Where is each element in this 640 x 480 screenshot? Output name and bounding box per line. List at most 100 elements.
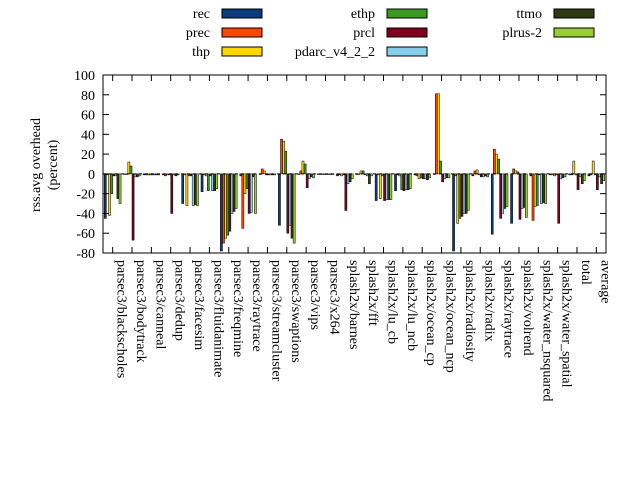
- x-tick-label-parsec3-dedup: parsec3/dedup: [172, 260, 187, 341]
- y-axis-label-line: (percent): [46, 139, 61, 190]
- bar-thp-splash2x-lu-cb: [379, 173, 382, 199]
- x-tick-label-splash2x-fft: splash2x/fft: [365, 260, 380, 326]
- bar-series-group: [104, 93, 605, 252]
- x-tick-label-parsec3-canneal: parsec3/canneal: [152, 260, 167, 349]
- bar-plrus-2-splash2x-radiosity: [466, 173, 470, 211]
- x-tick-label-parsec3-vips: parsec3/vips: [307, 260, 322, 330]
- bar-ttmo-parsec3-vips: [310, 173, 313, 178]
- bar-ttmo-splash2x-radix: [484, 173, 487, 177]
- bar-pdarc-v4-2-2-parsec3-dedup: [172, 173, 176, 176]
- bar-pdarc-v4-2-2-splash2x-water-spatial: [559, 173, 563, 180]
- bar-rec-splash2x-lu-cb: [374, 173, 378, 201]
- bar-plrus-2-parsec3-raytrace: [254, 173, 257, 214]
- bar-ttmo-parsec3-fluidanimate: [213, 173, 216, 191]
- bar-ttmo-splash2x-lu-ncb: [406, 173, 410, 190]
- bar-pdarc-v4-2-2-splash2x-barnes: [346, 173, 350, 185]
- bar-rec-parsec3-blackscholes: [104, 173, 107, 219]
- legend-label-ttmo: ttmo: [516, 7, 542, 22]
- bar-rec-splash2x-raytrace: [490, 173, 494, 235]
- legend-swatch-ethp: [386, 8, 428, 19]
- bar-thp-parsec3-blackscholes: [108, 173, 111, 216]
- bar-rec-parsec3-vips: [297, 173, 301, 175]
- bar-ttmo-parsec3-bodytrack: [135, 173, 139, 178]
- legend-label-pdarc-v4-2-2: pdarc_v4_2_2: [295, 45, 375, 60]
- bar-ethp-splash2x-ocean-cp: [419, 173, 423, 179]
- x-tick-label-parsec3-fluidanimate: parsec3/fluidanimate: [210, 260, 225, 377]
- x-tick-label-splash2x-radix: splash2x/radix: [481, 260, 496, 342]
- bar-prec-parsec3-fluidanimate: [202, 173, 206, 176]
- bar-thp-average: [591, 160, 595, 175]
- bar-pdarc-v4-2-2-splash2x-water-nsquared: [540, 173, 543, 204]
- bar-thp-parsec3-dedup: [166, 173, 169, 176]
- bar-ttmo-splash2x-ocean-cp: [426, 173, 429, 181]
- bar-prcl-parsec3-freqmine: [228, 173, 232, 232]
- legend-swatch-pdarc-v4-2-2: [386, 46, 428, 57]
- bar-ttmo-splash2x-lu-cb: [387, 173, 391, 200]
- bar-thp-parsec3-swaptions: [282, 141, 285, 175]
- bar-plrus-2-parsec3-fluidanimate: [215, 173, 219, 189]
- bar-ethp-splash2x-ocean-ncp: [439, 160, 442, 175]
- bar-thp-splash2x-barnes: [340, 173, 343, 177]
- bar-thp-splash2x-radiosity: [456, 173, 460, 224]
- bar-pdarc-v4-2-2-splash2x-radiosity: [462, 173, 466, 214]
- bar-prec-splash2x-water-nsquared: [531, 173, 535, 221]
- bar-prcl-average: [596, 173, 599, 190]
- legend-label-rec: rec: [193, 7, 210, 22]
- bar-plrus-2-parsec3-blackscholes: [118, 173, 122, 204]
- bar-rec-splash2x-radiosity: [452, 173, 455, 252]
- bar-pdarc-v4-2-2-splash2x-raytrace: [501, 173, 505, 214]
- bar-prec-splash2x-volrend: [512, 168, 515, 175]
- bar-ethp-parsec3-blackscholes: [110, 173, 113, 194]
- bar-ttmo-splash2x-ocean-ncp: [445, 173, 449, 179]
- y-tick-label: -60: [76, 227, 95, 242]
- bar-pdarc-v4-2-2-parsec3-facesim: [191, 173, 195, 206]
- x-tick-label-parsec3-raytrace: parsec3/raytrace: [249, 260, 264, 352]
- bar-ethp-splash2x-raytrace: [497, 158, 500, 175]
- bar-ttmo-splash2x-water-nsquared: [542, 173, 545, 203]
- legend-swatch-prec: [221, 27, 263, 38]
- x-tick-label-parsec3-streamcluster: parsec3/streamcluster: [268, 260, 283, 382]
- bar-prcl-parsec3-vips: [305, 173, 309, 188]
- bar-pdarc-v4-2-2-splash2x-lu-cb: [385, 173, 388, 200]
- y-tick-label: 60: [81, 109, 95, 124]
- bar-prcl-parsec3-dedup: [170, 173, 174, 214]
- x-tick-label-parsec3-bodytrack: parsec3/bodytrack: [133, 260, 148, 363]
- bar-prcl-splash2x-water-nsquared: [538, 173, 541, 176]
- bar-plrus-2-splash2x-raytrace: [505, 173, 509, 207]
- bar-thp-splash2x-ocean-ncp: [437, 93, 440, 175]
- bar-plrus-2-average: [602, 173, 605, 182]
- bar-prcl-splash2x-lu-ncb: [402, 173, 406, 191]
- bar-ethp-parsec3-raytrace: [245, 173, 249, 189]
- bar-ethp-parsec3-fluidanimate: [207, 173, 210, 191]
- bar-prcl-splash2x-ocean-cp: [421, 173, 425, 180]
- bar-plrus-2-splash2x-fft: [370, 173, 373, 177]
- bar-ttmo-parsec3-freqmine: [232, 173, 236, 212]
- bar-thp-splash2x-raytrace: [495, 153, 498, 175]
- bar-ttmo-parsec3-swaptions: [290, 173, 294, 239]
- plot-frame: [102, 74, 607, 254]
- bar-pdarc-v4-2-2-parsec3-swaptions: [288, 173, 292, 226]
- legend-swatch-rec: [221, 8, 263, 19]
- bar-prcl-parsec3-raytrace: [247, 173, 251, 214]
- bar-ttmo-splash2x-raytrace: [503, 173, 507, 209]
- bar-plrus-2-total: [583, 173, 586, 182]
- x-tick-label-splash2x-ocean-ncp: splash2x/ocean_ncp: [443, 260, 458, 373]
- bar-prec-splash2x-fft: [357, 173, 361, 175]
- x-tick-label-splash2x-water-nsquared: splash2x/water_nsquared: [539, 260, 554, 402]
- x-tick-labels: parsec3/blackscholes parsec3/bodytrack par…: [114, 260, 613, 402]
- bar-pdarc-v4-2-2-parsec3-vips: [307, 173, 311, 180]
- bar-prcl-splash2x-radiosity: [460, 173, 464, 217]
- bar-thp-parsec3-raytrace: [243, 173, 247, 194]
- bar-prec-parsec3-swaptions: [280, 139, 283, 175]
- y-tick-label: 0: [88, 168, 95, 183]
- bar-ethp-parsec3-bodytrack: [129, 165, 133, 175]
- bar-ethp-total: [574, 173, 578, 176]
- bar-prcl-parsec3-swaptions: [286, 173, 290, 234]
- y-tick-labels: 100 80 60 40 20 0 -20 -40 -60 -80: [74, 69, 95, 262]
- bar-plrus-2-splash2x-volrend: [524, 173, 528, 218]
- legend-label-thp: thp: [192, 45, 210, 60]
- bar-prec-splash2x-raytrace: [493, 148, 496, 175]
- bar-pdarc-v4-2-2-parsec3-fluidanimate: [211, 173, 214, 191]
- bar-thp-splash2x-radix: [475, 169, 479, 175]
- bar-plrus-2-splash2x-ocean-ncp: [447, 173, 451, 179]
